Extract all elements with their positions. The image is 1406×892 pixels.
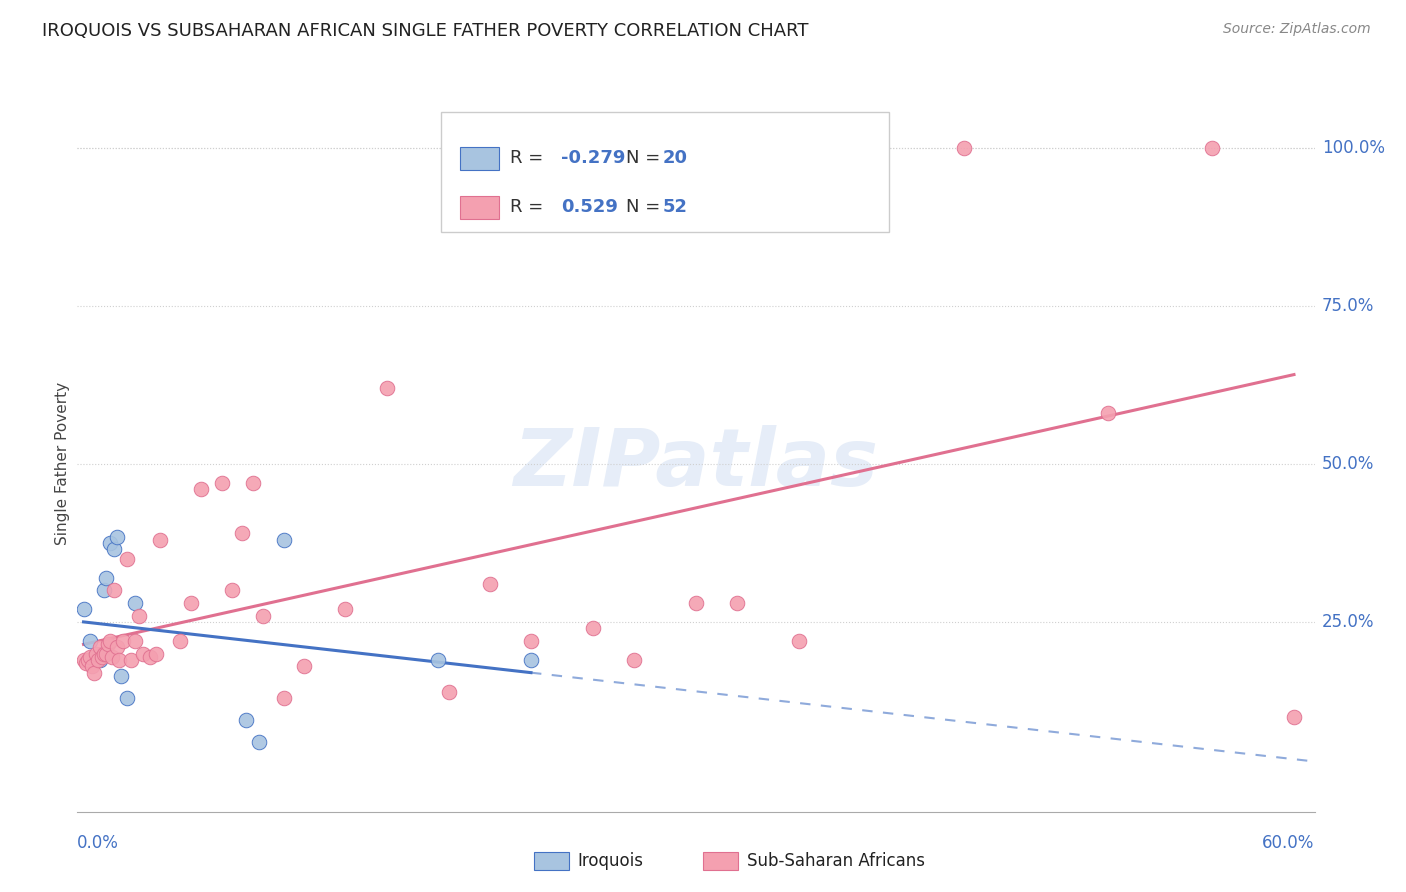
Point — [107, 653, 129, 667]
Point — [103, 583, 125, 598]
Point — [115, 551, 138, 566]
Text: Iroquois: Iroquois — [578, 852, 644, 870]
Text: 25.0%: 25.0% — [1322, 613, 1374, 631]
Text: ZIPatlas: ZIPatlas — [513, 425, 879, 503]
Point — [582, 621, 605, 635]
Text: 75.0%: 75.0% — [1322, 297, 1374, 315]
Point — [96, 571, 118, 585]
Point — [1282, 710, 1305, 724]
Point — [72, 602, 94, 616]
Point — [787, 634, 810, 648]
Point — [96, 647, 118, 661]
Point — [685, 596, 707, 610]
Point — [375, 381, 398, 395]
Point — [76, 653, 98, 667]
Text: R =: R = — [510, 149, 550, 168]
Point — [89, 640, 111, 655]
Point — [98, 536, 121, 550]
Point — [335, 602, 357, 616]
Point — [103, 542, 125, 557]
Point — [242, 475, 264, 490]
Text: 100.0%: 100.0% — [1322, 138, 1385, 157]
Point — [725, 596, 748, 610]
Point — [273, 533, 295, 547]
Text: 0.529: 0.529 — [561, 198, 617, 216]
Point — [115, 690, 138, 705]
Text: N =: N = — [626, 198, 665, 216]
Point — [91, 647, 114, 661]
Point — [273, 690, 295, 705]
Point — [98, 634, 121, 648]
Point — [180, 596, 202, 610]
Point — [105, 530, 128, 544]
Text: -0.279: -0.279 — [561, 149, 626, 168]
Point — [83, 665, 105, 680]
Point — [132, 647, 155, 661]
Point — [72, 653, 94, 667]
Text: 0.0%: 0.0% — [77, 834, 120, 852]
Point — [80, 659, 103, 673]
Text: 52: 52 — [662, 198, 688, 216]
Point — [105, 640, 128, 655]
Point — [520, 653, 543, 667]
Point — [247, 735, 270, 749]
Point — [437, 684, 460, 698]
Point — [520, 634, 543, 648]
Point — [1201, 140, 1223, 154]
Point — [83, 649, 105, 664]
Point — [478, 577, 501, 591]
Point — [190, 482, 212, 496]
Text: 60.0%: 60.0% — [1263, 834, 1315, 852]
Text: Sub-Saharan Africans: Sub-Saharan Africans — [747, 852, 925, 870]
Point — [231, 526, 253, 541]
Point — [91, 649, 114, 664]
Point — [623, 653, 645, 667]
Y-axis label: Single Father Poverty: Single Father Poverty — [55, 383, 70, 545]
Text: N =: N = — [626, 149, 665, 168]
Point — [97, 637, 120, 651]
Point — [75, 656, 97, 670]
Text: 20: 20 — [662, 149, 688, 168]
Point — [87, 653, 110, 667]
Point — [89, 653, 111, 667]
Point — [169, 634, 191, 648]
Text: Source: ZipAtlas.com: Source: ZipAtlas.com — [1223, 22, 1371, 37]
Point — [110, 669, 132, 683]
Point — [149, 533, 172, 547]
Point — [84, 647, 107, 661]
Point — [124, 596, 146, 610]
Point — [93, 647, 115, 661]
Point — [87, 649, 110, 664]
Point — [138, 649, 160, 664]
Point — [120, 653, 142, 667]
Point — [211, 475, 233, 490]
Point — [128, 608, 150, 623]
Point — [93, 583, 115, 598]
Point — [849, 140, 872, 154]
Point — [292, 659, 315, 673]
Text: 50.0%: 50.0% — [1322, 455, 1374, 473]
Point — [252, 608, 274, 623]
Point — [1097, 406, 1119, 420]
Point — [235, 713, 257, 727]
Point — [79, 649, 101, 664]
Point — [84, 649, 107, 664]
Text: IROQUOIS VS SUBSAHARAN AFRICAN SINGLE FATHER POVERTY CORRELATION CHART: IROQUOIS VS SUBSAHARAN AFRICAN SINGLE FA… — [42, 22, 808, 40]
Point — [101, 649, 124, 664]
Point — [111, 634, 134, 648]
Point — [145, 647, 167, 661]
Point — [427, 653, 450, 667]
Point — [953, 140, 976, 154]
Point — [124, 634, 146, 648]
Point — [79, 634, 101, 648]
Point — [221, 583, 243, 598]
Text: R =: R = — [510, 198, 550, 216]
